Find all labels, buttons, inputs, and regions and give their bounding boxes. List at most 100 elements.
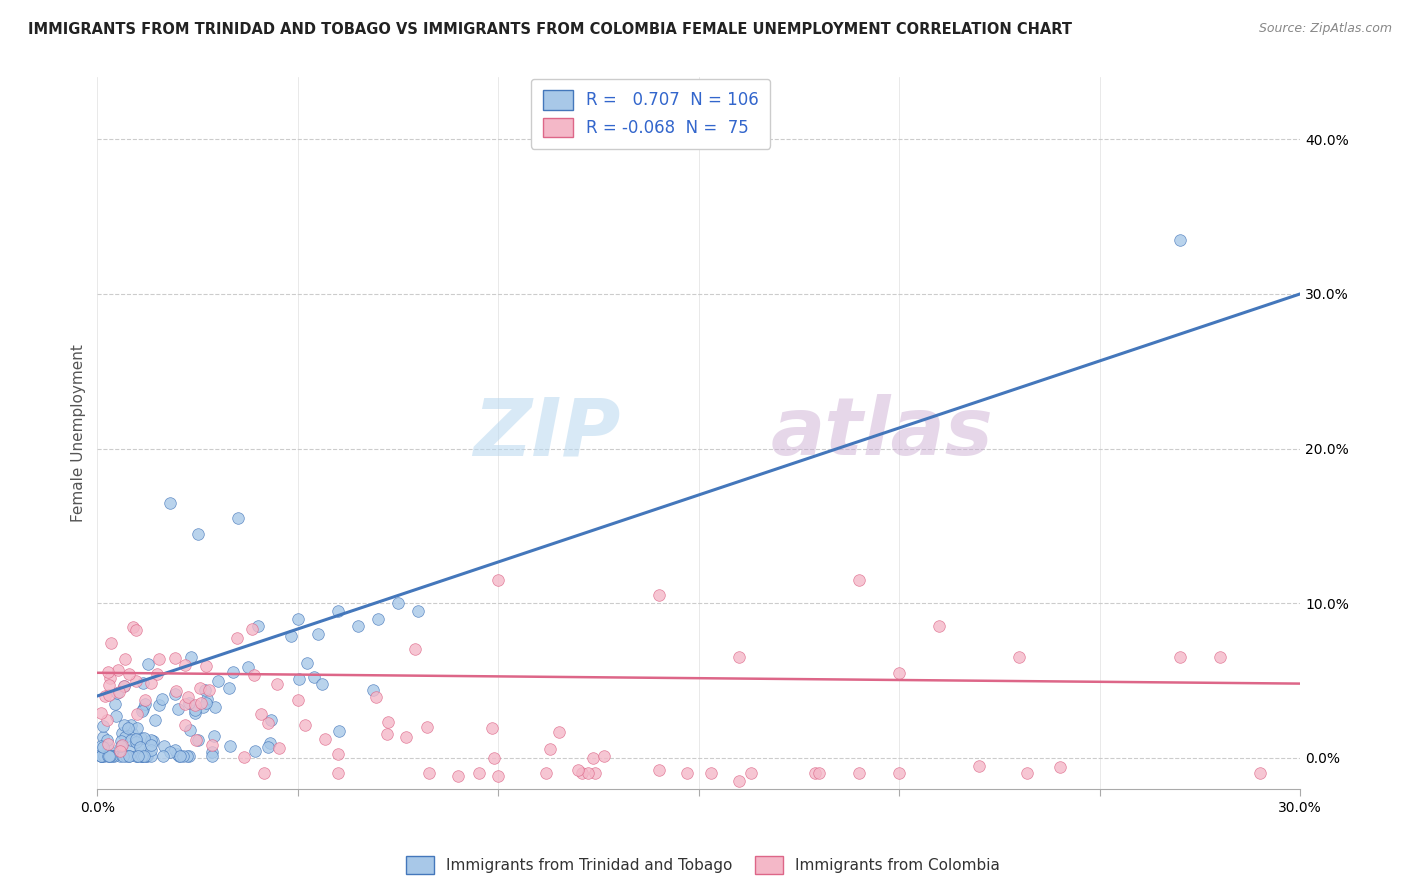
Point (188, 681, 211, 695)
Point (98, 671, 121, 685)
Point (108, 749, 131, 764)
Point (174, 697, 197, 711)
Point (186, 732, 208, 747)
Point (148, 651, 170, 665)
Point (260, 714, 283, 728)
Point (233, 750, 256, 764)
Point (287, 612, 309, 626)
Point (121, 726, 143, 740)
Point (395, 730, 418, 744)
Point (328, 724, 350, 739)
Point (1015, 766, 1038, 780)
Point (127, 706, 149, 721)
Point (547, 725, 569, 739)
Point (377, 714, 399, 729)
Point (98, 688, 121, 702)
Point (165, 684, 187, 698)
Point (163, 687, 186, 701)
Point (150, 692, 173, 706)
Point (848, 766, 870, 780)
Point (219, 739, 242, 753)
Point (129, 749, 152, 764)
Point (198, 683, 221, 698)
Point (807, 766, 830, 780)
Point (159, 745, 181, 759)
Point (98, 677, 121, 691)
Point (139, 676, 162, 690)
Point (163, 743, 186, 757)
Point (169, 749, 191, 764)
Point (207, 674, 229, 689)
Point (447, 769, 470, 783)
Point (97, 737, 120, 751)
Point (125, 731, 148, 746)
Point (142, 734, 165, 748)
Point (132, 702, 155, 716)
Point (169, 749, 191, 764)
Point (195, 658, 218, 673)
Point (110, 733, 132, 747)
Point (132, 749, 155, 764)
Point (139, 732, 162, 747)
Point (125, 749, 148, 764)
Point (243, 668, 266, 682)
Point (195, 692, 218, 706)
Point (647, 763, 669, 777)
Point (134, 698, 156, 712)
Point (114, 679, 136, 693)
Point (93, 749, 115, 764)
Legend: R =   0.707  N = 106, R = -0.068  N =  75: R = 0.707 N = 106, R = -0.068 N = 75 (531, 78, 770, 149)
Point (125, 735, 148, 749)
Point (387, 596, 409, 610)
Point (186, 732, 208, 747)
Point (740, 766, 762, 780)
Point (103, 749, 125, 764)
Point (928, 619, 950, 633)
Point (280, 629, 302, 643)
Point (97, 665, 120, 679)
Point (135, 749, 157, 764)
Point (91, 749, 114, 764)
Point (131, 749, 153, 764)
Point (418, 765, 440, 780)
Point (269, 740, 291, 755)
Point (110, 739, 132, 754)
Legend: Immigrants from Trinidad and Tobago, Immigrants from Colombia: Immigrants from Trinidad and Tobago, Imm… (401, 850, 1005, 880)
Point (100, 749, 122, 764)
Point (112, 749, 135, 764)
Point (139, 743, 162, 757)
Point (287, 693, 309, 707)
Point (201, 749, 224, 764)
Point (114, 749, 136, 764)
Point (184, 698, 207, 713)
Point (96, 733, 118, 747)
Point (202, 729, 225, 743)
Point (132, 676, 155, 690)
Point (159, 496, 181, 510)
Point (97, 749, 120, 764)
Point (94, 690, 117, 704)
Point (177, 690, 200, 704)
Point (486, 769, 509, 783)
Point (253, 765, 276, 780)
Point (848, 573, 870, 587)
Point (148, 698, 170, 712)
Point (180, 649, 202, 664)
Point (226, 631, 249, 645)
Point (118, 749, 141, 764)
Point (173, 718, 195, 732)
Point (184, 706, 207, 721)
Point (242, 623, 264, 637)
Point (131, 749, 153, 764)
Point (482, 750, 505, 764)
Point (257, 716, 280, 731)
Point (406, 604, 429, 618)
Point (571, 766, 593, 780)
Point (118, 667, 141, 681)
Text: Source: ZipAtlas.com: Source: ZipAtlas.com (1258, 22, 1392, 36)
Point (486, 573, 509, 587)
Point (97, 749, 120, 764)
Point (250, 706, 273, 721)
Point (136, 749, 159, 764)
Point (134, 693, 156, 707)
